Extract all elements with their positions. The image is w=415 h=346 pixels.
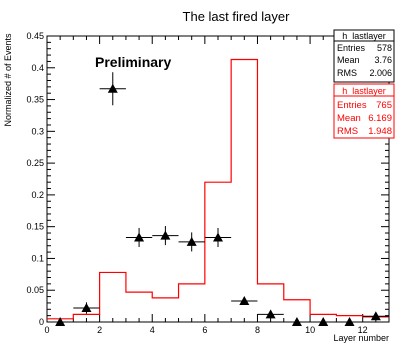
x-axis-label: Layer number xyxy=(333,333,389,343)
x-tick-label: 4 xyxy=(150,325,155,335)
stats-label-entries: Entries xyxy=(337,100,367,111)
data-point xyxy=(47,317,74,326)
stats-label-mean: Mean xyxy=(337,55,360,65)
x-tick-label: 12 xyxy=(358,325,368,335)
y-axis: 0 0.05 0.1 0.15 0.2 0.25 0.3 0.35 0.4 0.45 xyxy=(26,31,389,327)
triangle-marker xyxy=(291,317,302,326)
y-tick-label: 0.15 xyxy=(26,222,44,232)
stats-value-rms: 1.948 xyxy=(368,126,392,137)
triangle-marker xyxy=(213,232,223,242)
stats-box-title: h_lastlayer xyxy=(342,86,386,96)
red-histogram xyxy=(47,58,389,320)
red-histogram-line xyxy=(47,58,389,320)
y-tick-label: 0.35 xyxy=(26,95,44,105)
stats-box-red: h_lastlayer Entries 765 Mean 6.169 RMS 1… xyxy=(333,83,395,139)
data-point xyxy=(336,317,363,326)
triangle-marker xyxy=(55,317,66,326)
stats-value-mean: 6.169 xyxy=(368,113,392,124)
stats-box-title: h_lastlayer xyxy=(342,31,386,41)
black-data-points xyxy=(47,72,389,326)
stats-value-entries: 578 xyxy=(377,43,392,53)
x-tick-label: 8 xyxy=(255,325,260,335)
triangle-marker xyxy=(239,296,250,306)
preliminary-label: Preliminary xyxy=(95,54,171,70)
stats-label-entries: Entries xyxy=(337,43,366,53)
data-point xyxy=(310,317,337,326)
y-tick-label: 0.1 xyxy=(31,253,44,263)
y-tick-label: 0.4 xyxy=(31,63,44,73)
triangle-marker xyxy=(265,309,276,319)
y-tick-label: 0.3 xyxy=(31,126,44,136)
data-point xyxy=(73,302,100,314)
triangle-marker xyxy=(370,311,381,321)
triangle-marker xyxy=(134,232,145,242)
x-tick-label: 2 xyxy=(97,325,102,335)
y-tick-label: 0 xyxy=(39,317,44,327)
stats-value-rms: 2.006 xyxy=(369,68,392,78)
triangle-marker xyxy=(344,317,355,326)
x-tick-label: 6 xyxy=(202,325,207,335)
stats-label-mean: Mean xyxy=(337,113,361,124)
triangle-marker xyxy=(81,303,92,313)
stats-label-rms: RMS xyxy=(337,126,358,137)
data-point xyxy=(99,72,126,106)
x-tick-label: 0 xyxy=(44,325,49,335)
x-tick-label: 10 xyxy=(305,325,315,335)
stats-value-mean: 3.76 xyxy=(374,55,392,65)
data-point xyxy=(231,296,258,306)
data-point xyxy=(125,227,153,248)
triangle-marker xyxy=(186,236,197,246)
triangle-marker xyxy=(107,83,118,93)
data-point xyxy=(204,227,232,248)
y-tick-label: 0.45 xyxy=(26,31,44,41)
y-tick-label: 0.25 xyxy=(26,158,44,168)
y-tick-label: 0.05 xyxy=(26,285,44,295)
triangle-marker xyxy=(160,230,171,240)
stats-box-black: h_lastlayer Entries 578 Mean 3.76 RMS 2.… xyxy=(333,29,395,83)
y-axis-label: Normalized # of Events xyxy=(3,33,13,127)
chart-title: The last fired layer xyxy=(183,9,291,24)
data-point xyxy=(152,226,179,246)
data-point xyxy=(257,309,284,319)
y-tick-label: 0.2 xyxy=(31,190,44,200)
stats-label-rms: RMS xyxy=(337,68,357,78)
triangle-marker xyxy=(318,317,329,326)
data-point xyxy=(362,311,389,321)
data-point xyxy=(178,232,205,252)
data-point xyxy=(283,317,311,326)
stats-value-entries: 765 xyxy=(376,100,392,111)
